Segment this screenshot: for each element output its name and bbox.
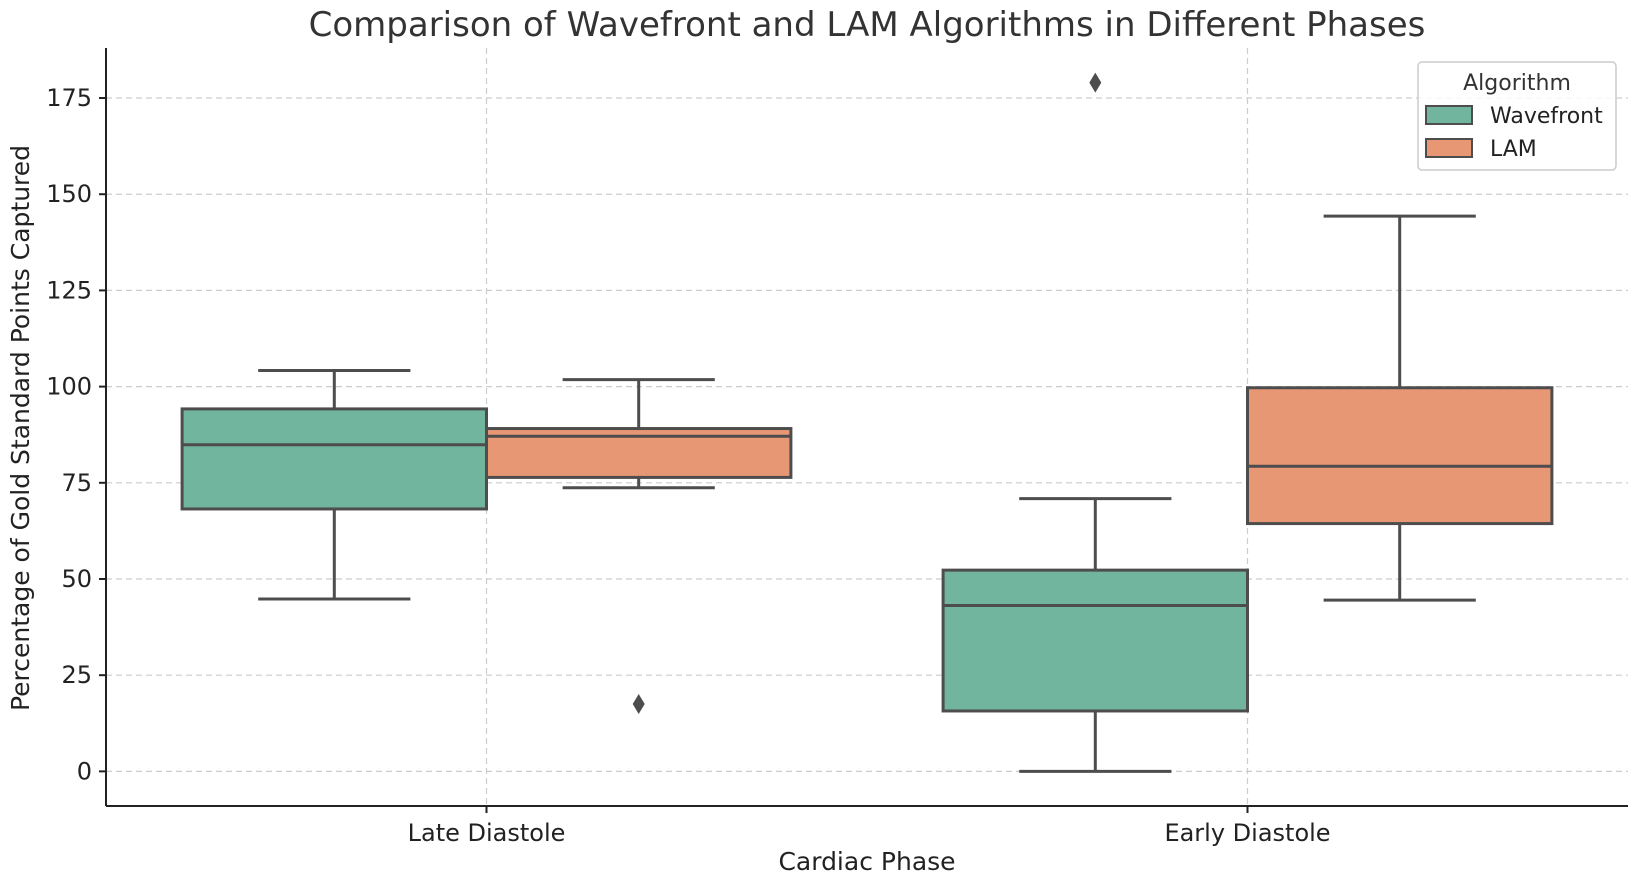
outlier-point — [632, 694, 645, 715]
legend-label: LAM — [1490, 137, 1537, 162]
chart-title: Comparison of Wavefront and LAM Algorith… — [309, 5, 1426, 45]
legend-swatch — [1425, 138, 1473, 158]
box-body — [941, 568, 1249, 713]
box-lam-early-diastole — [1246, 214, 1554, 602]
box-wavefront-early-diastole — [941, 72, 1249, 773]
legend-item-wavefront: Wavefront — [1425, 104, 1603, 129]
y-tick-label: 175 — [46, 84, 92, 112]
legend-label: Wavefront — [1490, 104, 1603, 129]
y-tick-label: 25 — [61, 661, 92, 689]
y-tick-label: 150 — [46, 180, 92, 208]
legend-item-lam: LAM — [1425, 137, 1537, 162]
legend-title: Algorithm — [1463, 71, 1571, 96]
y-tick-label: 75 — [61, 469, 92, 497]
box-body — [180, 407, 488, 511]
y-tick-label: 100 — [46, 373, 92, 401]
x-tick-label: Late Diastole — [408, 819, 566, 847]
x-axis-ticks: Late Diastole Early Diastole — [408, 806, 1331, 847]
legend-items: Wavefront LAM — [1425, 104, 1603, 162]
box-wavefront-late-diastole — [180, 368, 488, 601]
y-axis-ticks: 0 25 50 75 100 125 150 175 — [46, 84, 106, 785]
legend-swatch — [1425, 105, 1473, 125]
x-axis-label: Cardiac Phase — [778, 847, 955, 876]
y-tick-label: 0 — [77, 757, 92, 785]
x-tick-label: Early Diastole — [1164, 819, 1330, 847]
legend: Algorithm Wavefront LAM — [1417, 61, 1617, 171]
outlier-point — [1089, 72, 1102, 93]
box-lam-late-diastole — [485, 378, 793, 715]
box-series — [180, 72, 1554, 773]
y-tick-label: 50 — [61, 565, 92, 593]
box-body — [1246, 386, 1554, 526]
y-axis-label: Percentage of Gold Standard Points Captu… — [6, 145, 35, 711]
y-tick-label: 125 — [46, 276, 92, 304]
